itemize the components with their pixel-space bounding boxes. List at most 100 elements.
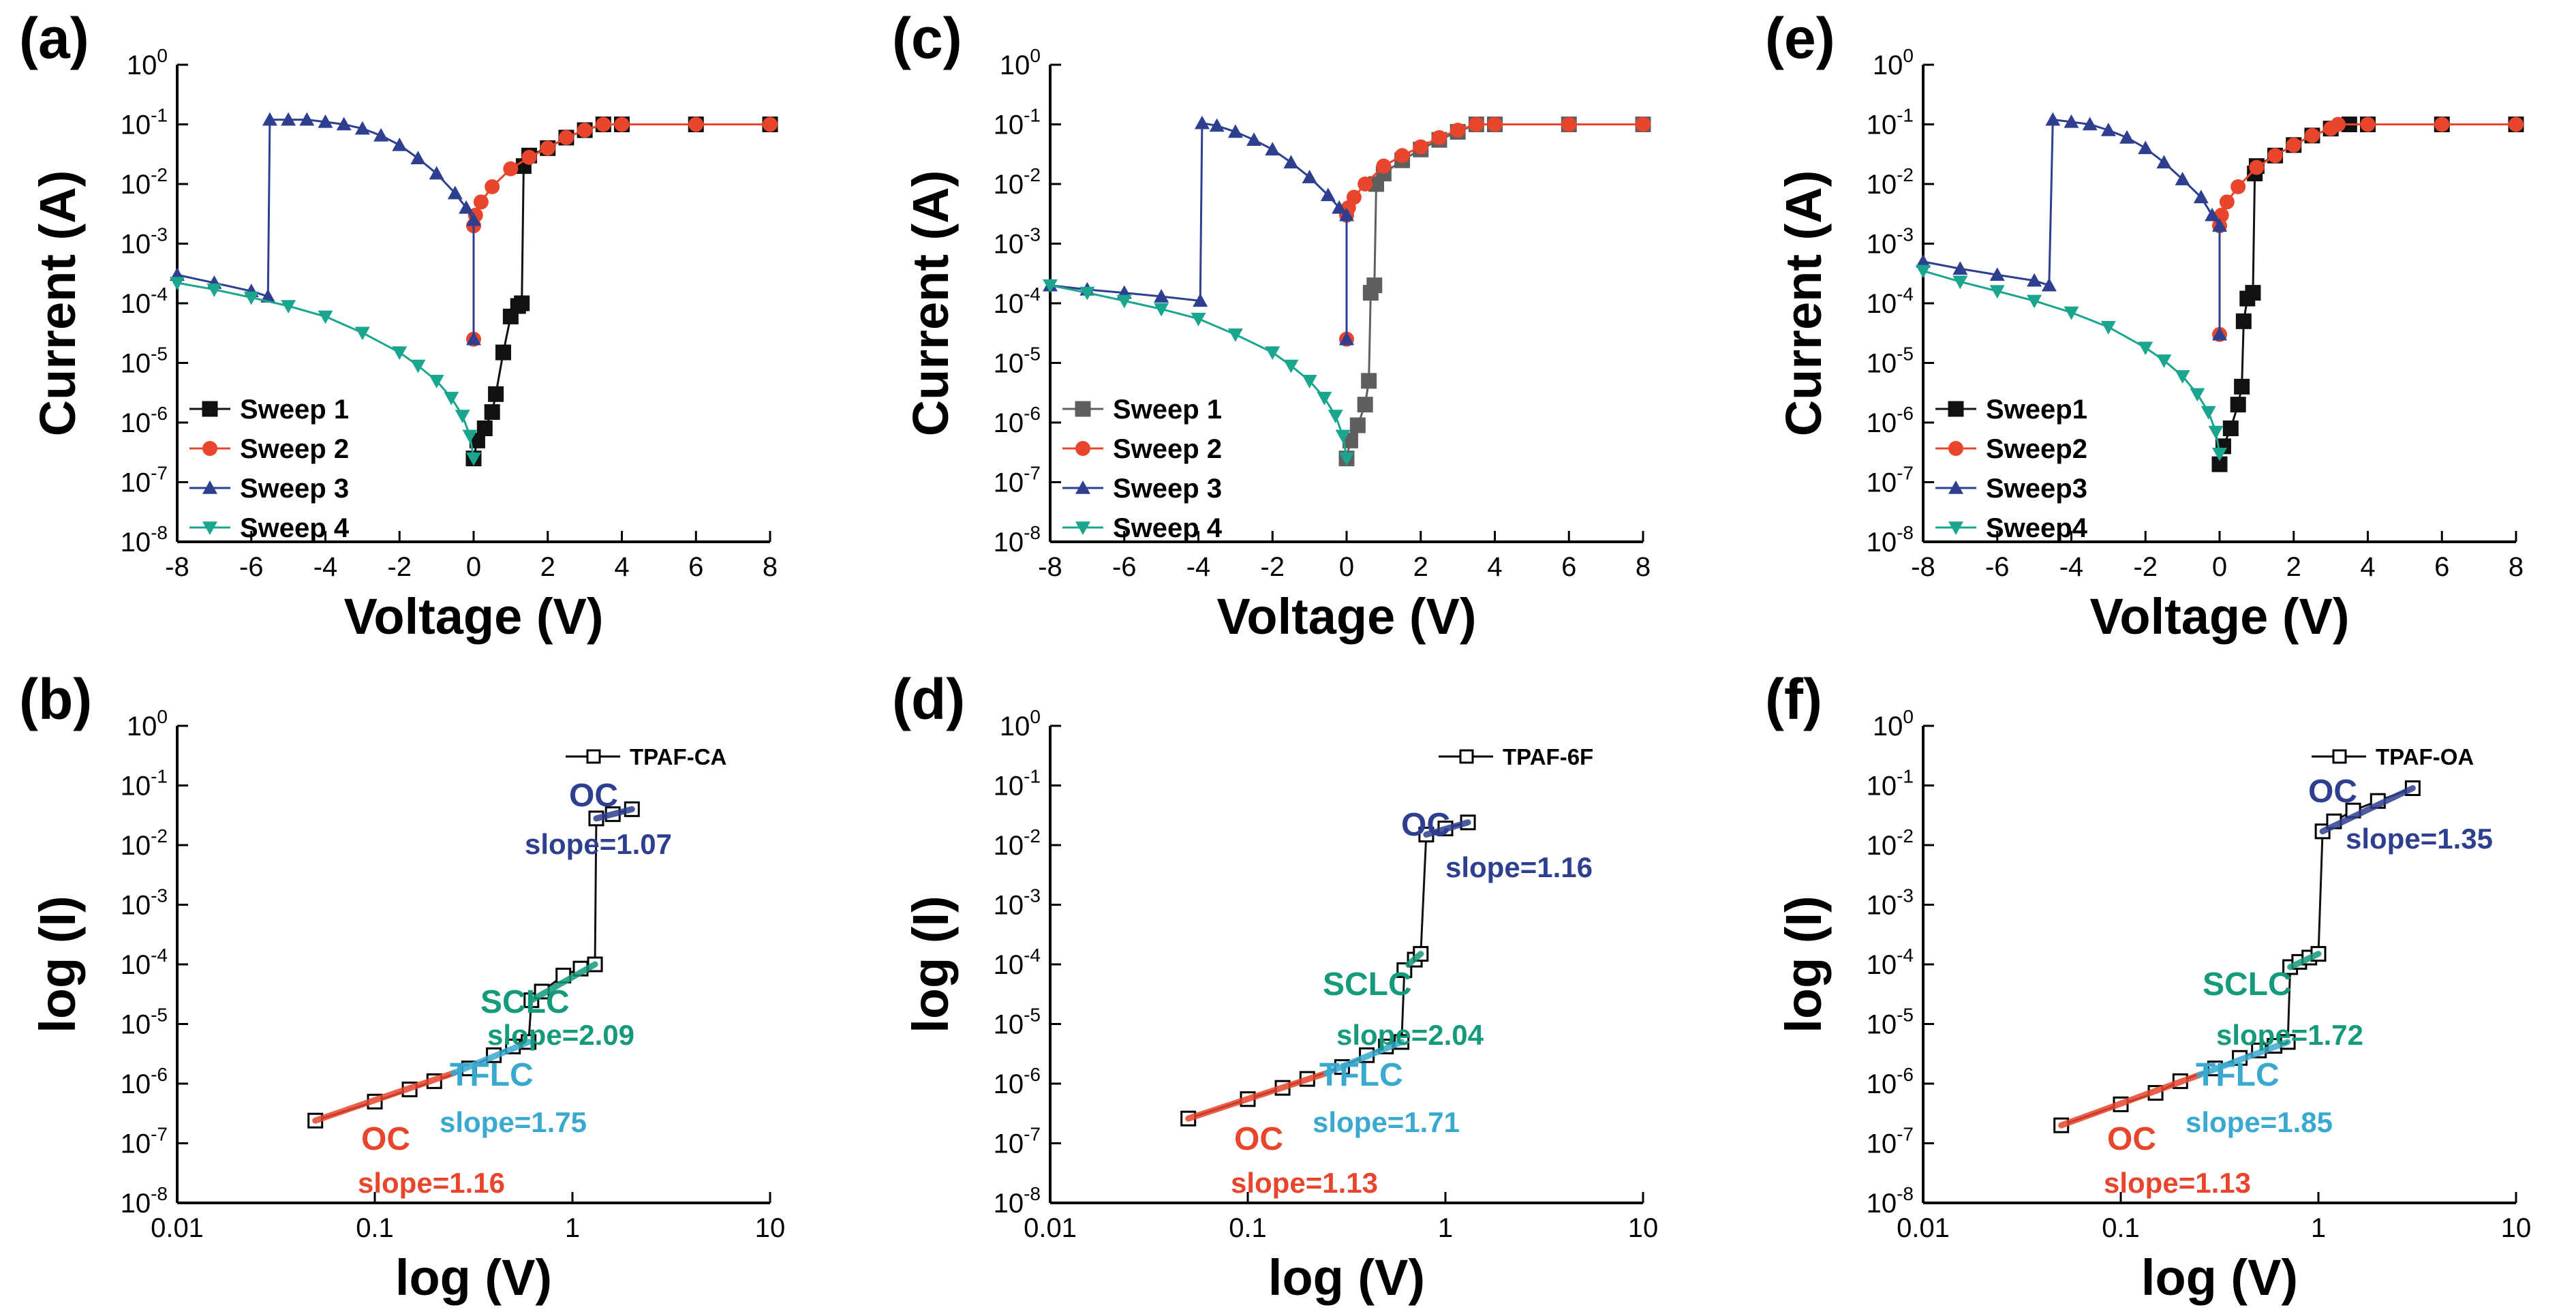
data-point (2222, 420, 2239, 436)
series-markers-4 (170, 277, 481, 466)
legend-marker (1948, 441, 1963, 456)
data-point (2064, 114, 2079, 128)
y-tick-label: 10-2 (994, 164, 1041, 200)
data-point (2509, 117, 2524, 132)
data-point (1952, 275, 1968, 290)
y-tick-label: 10-5 (994, 1005, 1041, 1040)
x-tick-label: 8 (1636, 552, 1651, 582)
series-line-3 (177, 119, 475, 339)
legend-label: Sweep1 (1986, 395, 2087, 425)
data-point (243, 291, 259, 305)
x-tick-label: 10 (2501, 1213, 2532, 1243)
series-line-3 (1922, 118, 2221, 335)
x-tick-label: -4 (2059, 552, 2084, 582)
x-tick-label: -2 (387, 552, 412, 582)
slope-label: slope=1.16 (1445, 851, 1593, 883)
legend-label: TPAF-OA (2376, 744, 2474, 769)
data-point (2027, 294, 2042, 309)
legend-label: Sweep 3 (1113, 474, 1222, 504)
y-tick-label: 10-2 (994, 825, 1041, 861)
legend-label: Sweep4 (1986, 513, 2088, 543)
data-point (1283, 359, 1299, 373)
data-point (1302, 375, 1317, 388)
data-point (1265, 346, 1281, 361)
x-tick-label: 4 (614, 552, 629, 582)
y-tick-label: 10-3 (1867, 885, 1914, 921)
x-tick-label: 0 (466, 552, 481, 582)
legend-label: Sweep 2 (1113, 434, 1222, 464)
data-point (262, 112, 277, 126)
data-point (1487, 117, 1503, 132)
legend-marker (1075, 521, 1090, 535)
data-point (1154, 289, 1169, 303)
data-point (1431, 129, 1447, 145)
data-point (1469, 117, 1484, 132)
data-point (488, 386, 504, 402)
data-point (1989, 267, 2005, 281)
fit-line-4 (2319, 785, 2416, 835)
y-axis-title: Current (A) (29, 170, 86, 437)
data-point (1636, 117, 1651, 132)
legend-label: TPAF-CA (630, 744, 726, 769)
data-point (1989, 285, 2005, 299)
data-point (2212, 218, 2227, 232)
series-line-2 (1345, 123, 1643, 339)
data-point (763, 117, 778, 132)
fit-line-3 (528, 961, 598, 1004)
series-line-1 (472, 123, 770, 459)
data-point (1193, 293, 1208, 307)
y-tick-label: 10-3 (994, 224, 1041, 260)
data-point (1332, 200, 1347, 214)
y-tick-label: 10-1 (121, 766, 168, 801)
chart-panel-b: (b) 10-8 10-7 10-6 10-5 10-4 10-3 10-2 10-1 100 0.… (19, 667, 785, 1306)
y-tick-label: 10-7 (121, 1124, 168, 1159)
series-line-4 (1922, 269, 2221, 455)
fit-line-1 (2058, 1071, 2203, 1129)
data-point (2100, 122, 2116, 136)
y-tick-label: 10-2 (121, 825, 168, 861)
y-tick-label: 10-6 (121, 1064, 168, 1099)
legend-marker (1075, 480, 1090, 494)
y-tick-label: 10-1 (994, 105, 1041, 140)
data-point (1283, 155, 1299, 169)
legend-label: Sweep2 (1986, 434, 2087, 464)
data-point (558, 129, 574, 145)
legend-marker (202, 521, 217, 535)
data-point (1561, 117, 1577, 132)
chart-panel-a: (a) 10-8 10-7 10-6 10-5 10-4 10-3 10-2 10-1 100 -8… (19, 6, 778, 645)
data-point (466, 212, 481, 226)
x-tick-label: 0.1 (356, 1213, 394, 1243)
data-point (2027, 273, 2042, 287)
x-tick-label: -8 (1911, 552, 1935, 582)
slope-label: slope=1.16 (358, 1167, 505, 1199)
y-tick-label: 10-4 (994, 284, 1041, 319)
slope-label: slope=1.13 (1231, 1167, 1378, 1199)
series-markers-2 (1339, 117, 1651, 347)
data-point (614, 117, 630, 132)
legend-label: Sweep 4 (240, 513, 350, 543)
region-label: SCLC (2203, 966, 2292, 1003)
data-point (1916, 264, 1931, 279)
legend-marker (2332, 749, 2347, 764)
fit-line-1 (312, 1070, 457, 1124)
panel-letter: (a) (19, 6, 89, 70)
x-tick-label: 1 (2311, 1213, 2326, 1243)
data-point (1302, 170, 1317, 183)
data-point (410, 151, 426, 165)
data-point (1335, 429, 1351, 444)
data-point (1328, 410, 1343, 424)
chart-panel-c: (c) 10-8 10-7 10-6 10-5 10-4 10-3 10-2 10-1 100 -8… (892, 6, 1651, 645)
data-point (466, 452, 481, 466)
data-point (281, 112, 296, 126)
slope-label: slope=2.04 (1336, 1019, 1484, 1051)
data-point (170, 277, 185, 291)
y-tick-label: 10-3 (994, 885, 1041, 921)
data-point (577, 122, 593, 138)
x-tick-label: -6 (239, 552, 264, 582)
data-point (260, 289, 276, 303)
data-point (2138, 341, 2153, 356)
y-axis-title: Current (A) (902, 170, 959, 437)
data-point (485, 179, 500, 195)
data-point (1413, 139, 1428, 155)
data-point (1339, 331, 1354, 346)
